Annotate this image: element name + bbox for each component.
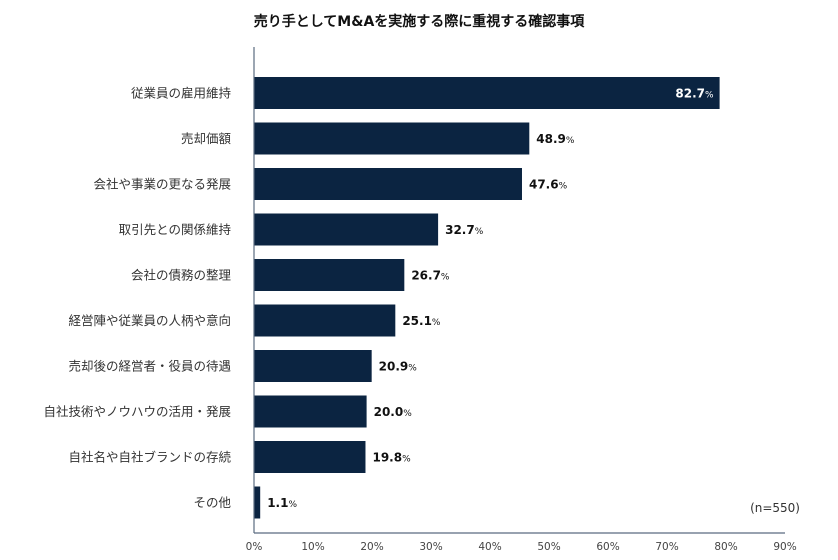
value-label: 20.0% xyxy=(374,405,413,419)
bar xyxy=(254,395,367,428)
x-tick-label: 50% xyxy=(537,541,560,553)
value-label: 1.1% xyxy=(267,496,297,510)
category-label: 売却価額 xyxy=(181,131,232,146)
x-tick-label: 90% xyxy=(773,541,796,553)
bar xyxy=(254,213,439,246)
category-label: 自社名や自社ブランドの存続 xyxy=(68,450,231,465)
value-label: 32.7% xyxy=(445,223,484,237)
bar xyxy=(254,350,372,382)
x-tick-label: 80% xyxy=(714,541,737,553)
x-axis-ticks: 0% 10% 20% 30% 40% 50% 60% 70% 80% 90% xyxy=(246,541,797,553)
bar xyxy=(254,259,405,291)
x-tick-label: 30% xyxy=(419,541,442,553)
x-tick-label: 70% xyxy=(655,541,678,553)
bar xyxy=(254,77,720,109)
x-tick-label: 10% xyxy=(301,541,324,553)
bar xyxy=(254,304,396,337)
sample-size-note: (n=550) xyxy=(750,501,800,515)
category-label: 会社の債務の整理 xyxy=(131,268,232,283)
value-label: 26.7% xyxy=(411,269,450,283)
category-label: 会社や事業の更なる発展 xyxy=(93,177,231,192)
value-label: 25.1% xyxy=(402,314,441,328)
bar xyxy=(254,122,530,155)
bar xyxy=(254,168,522,200)
category-label: その他 xyxy=(193,495,231,510)
category-label: 経営陣や従業員の人柄や意向 xyxy=(68,313,231,328)
x-tick-label: 0% xyxy=(246,541,263,553)
value-label: 82.7% xyxy=(675,87,714,101)
value-label: 48.9% xyxy=(536,132,575,146)
category-label: 従業員の雇用維持 xyxy=(131,86,231,101)
bar xyxy=(254,441,366,473)
category-label: 売却後の経営者・役員の待遇 xyxy=(68,359,231,374)
x-tick-label: 20% xyxy=(360,541,383,553)
bars-group: 従業員の雇用維持 82.7% 売却価額 48.9% 会社や事業の更なる発展 47.6% 取引… xyxy=(43,77,720,519)
bar xyxy=(254,486,261,519)
value-label: 47.6% xyxy=(529,178,568,192)
value-label: 19.8% xyxy=(372,451,411,465)
x-tick-label: 40% xyxy=(478,541,501,553)
category-label: 取引先との関係維持 xyxy=(119,222,231,237)
value-label: 20.9% xyxy=(379,360,418,374)
category-label: 自社技術やノウハウの活用・発展 xyxy=(43,404,231,419)
chart-title: 売り手としてM&Aを実施する際に重視する確認事項 xyxy=(254,13,586,30)
x-tick-label: 60% xyxy=(596,541,619,553)
